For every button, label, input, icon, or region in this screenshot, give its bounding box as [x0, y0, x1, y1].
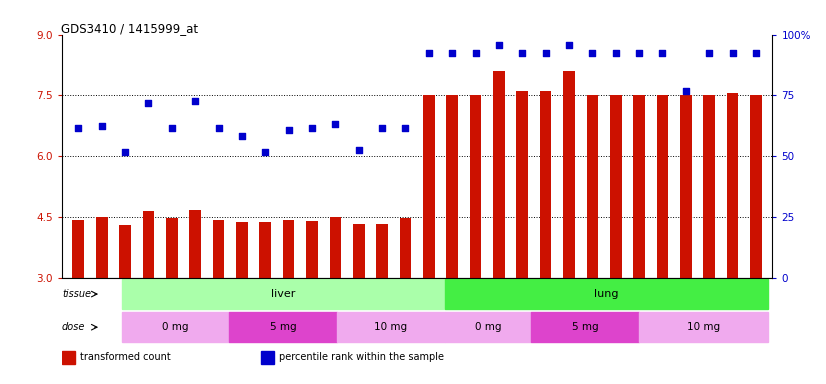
Bar [306, 221, 318, 278]
Point [235, 133, 249, 139]
Bar [261, 351, 273, 364]
Bar [638, 312, 768, 342]
Bar [96, 217, 107, 278]
Bar [121, 312, 230, 342]
Text: percentile rank within the sample: percentile rank within the sample [279, 352, 444, 362]
Point [633, 50, 646, 56]
Point [703, 50, 716, 56]
Point [679, 88, 692, 94]
Point [726, 50, 739, 56]
Point [445, 50, 458, 56]
Point [399, 125, 412, 131]
Point [142, 100, 155, 106]
Point [212, 125, 225, 131]
Bar [400, 218, 411, 278]
Text: 0 mg: 0 mg [475, 322, 501, 332]
Bar [657, 95, 668, 278]
Text: tissue: tissue [62, 289, 91, 299]
Text: GDS3410 / 1415999_at: GDS3410 / 1415999_at [61, 22, 198, 35]
Point [188, 98, 202, 104]
Bar [470, 95, 482, 278]
Point [749, 50, 762, 56]
Bar [750, 95, 762, 278]
Text: lung: lung [594, 289, 619, 299]
Text: transformed count: transformed count [80, 352, 171, 362]
Point [306, 125, 319, 131]
Bar [259, 222, 271, 278]
Bar [516, 91, 528, 278]
Point [352, 147, 365, 153]
Point [72, 125, 85, 131]
Bar [634, 95, 645, 278]
Bar [230, 312, 337, 342]
Bar [121, 279, 445, 309]
Point [539, 50, 553, 56]
Bar [540, 91, 552, 278]
Text: 10 mg: 10 mg [374, 322, 407, 332]
Point [329, 121, 342, 127]
Bar [73, 220, 84, 278]
Bar [353, 223, 364, 278]
Point [118, 149, 131, 155]
Point [492, 41, 506, 48]
Bar [586, 95, 598, 278]
Point [563, 41, 576, 48]
Bar [282, 220, 294, 278]
Bar [166, 218, 178, 278]
Point [95, 122, 108, 129]
Point [515, 50, 529, 56]
Point [376, 125, 389, 131]
Bar [330, 217, 341, 278]
Bar [143, 211, 154, 278]
Point [609, 50, 622, 56]
Text: liver: liver [271, 289, 296, 299]
Bar [119, 225, 131, 278]
Text: 5 mg: 5 mg [572, 322, 598, 332]
Bar [493, 71, 505, 278]
Text: dose: dose [62, 322, 85, 332]
Bar [704, 95, 715, 278]
Bar [62, 351, 74, 364]
Bar [376, 225, 388, 278]
Text: 10 mg: 10 mg [686, 322, 720, 332]
Bar [423, 95, 434, 278]
Point [586, 50, 599, 56]
Point [282, 127, 295, 133]
Bar [445, 279, 768, 309]
Bar [212, 220, 225, 278]
Bar [445, 312, 531, 342]
Bar [189, 210, 201, 278]
Text: 5 mg: 5 mg [270, 322, 297, 332]
Bar [610, 95, 622, 278]
Bar [531, 312, 638, 342]
Point [259, 149, 272, 155]
Bar [680, 95, 691, 278]
Bar [727, 93, 738, 278]
Bar [236, 222, 248, 278]
Point [422, 50, 435, 56]
Point [656, 50, 669, 56]
Bar [563, 71, 575, 278]
Point [165, 125, 178, 131]
Text: 0 mg: 0 mg [162, 322, 189, 332]
Bar [446, 95, 458, 278]
Point [469, 50, 482, 56]
Bar [337, 312, 445, 342]
